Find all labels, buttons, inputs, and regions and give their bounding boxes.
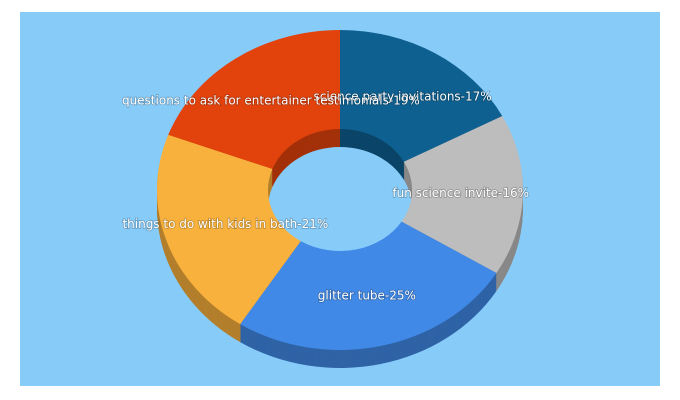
data-label: glitter tube-25%	[318, 289, 416, 303]
slice	[340, 30, 503, 162]
data-label: questions to ask for entertainer testimo…	[122, 93, 420, 107]
data-label: things to do with kids in bath-21%	[122, 217, 328, 231]
data-label: science party invitations-17%	[314, 89, 492, 103]
data-label: fun science invite-16%	[392, 186, 529, 200]
slice	[401, 115, 523, 273]
slice	[156, 134, 301, 325]
slice	[240, 221, 497, 350]
slice	[168, 30, 340, 169]
